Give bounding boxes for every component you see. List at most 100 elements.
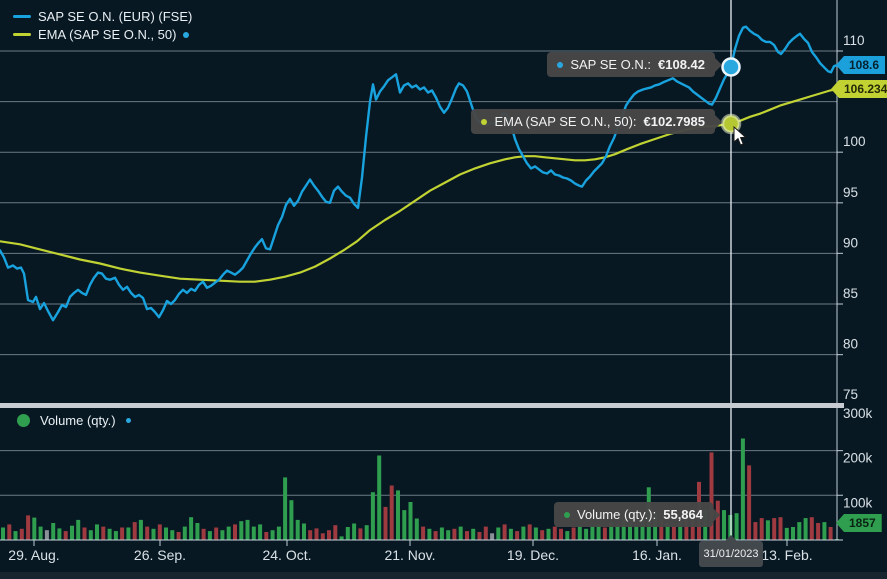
volume-bar [759,518,764,540]
volume-bar [671,526,676,540]
volume-bar [195,523,200,540]
volume-tooltip-dot-icon [564,511,570,518]
volume-bar [753,522,758,540]
volume-bar [239,521,244,540]
volume-bar [809,517,814,540]
volume-bar [44,530,49,540]
volume-bar [678,521,683,540]
legend-ema-label: EMA (SAP SE O.N., 50) [38,27,177,42]
volume-bar [295,519,300,540]
volume-bar [477,532,482,540]
price-line [0,25,839,322]
volume-bar [164,527,168,540]
volume-bar [772,518,777,540]
volume-bar [327,530,331,540]
volume-tooltip-label: Volume (qty.): [577,507,657,522]
x-axis-label: 26. Sep. [134,547,186,563]
volume-bar [57,528,62,540]
volume-bar [628,523,632,540]
volume-bar [483,526,488,540]
volume-axis-label: 100k [843,495,873,510]
volume-bar [283,477,288,540]
volume-bar [26,515,31,540]
volume-bar [189,517,194,540]
last-volume-badge: 1857 [836,514,882,532]
volume-bar [515,531,520,540]
volume-bar [339,536,344,540]
volume-axis-label: 300k [843,406,873,421]
volume-bar [571,527,576,540]
volume-bar [170,530,175,540]
volume-bar [320,533,325,540]
volume-bar [308,530,313,540]
volume-bar [609,522,614,540]
volume-bar [446,530,451,540]
volume-bar [828,527,833,540]
volume-bar [201,528,206,540]
volume-bar [414,518,419,540]
price-marker [721,57,741,77]
volume-bar [70,525,74,540]
volume-bar [276,526,281,540]
volume-bar [358,528,363,540]
volume-bar [95,524,99,540]
volume-bar [82,527,87,540]
volume-bar [226,526,231,540]
legend-item-price[interactable]: SAP SE O.N. (EUR) (FSE) [13,9,192,24]
volume-bar [734,513,739,540]
volume-bar [370,492,375,540]
volume-bar [107,528,112,540]
price-axis-label: 90 [843,235,858,250]
volume-bar [684,515,689,540]
volume-bar [264,532,269,540]
volume-bar [439,527,444,540]
volume-bar [602,527,607,540]
crosshair-date-badge: 31/01/2023 [699,535,763,567]
volume-bar [176,532,181,540]
pane-separator[interactable] [0,403,844,408]
last-price-badge: 108.6 [836,56,886,74]
volume-bar [408,502,413,540]
volume-bar [289,500,294,540]
volume-bar [396,490,400,540]
volume-bar [145,526,150,540]
mouse-cursor-icon [733,126,747,146]
volume-bar [590,526,595,540]
volume-bar [220,530,225,540]
legend-item-volume[interactable]: Volume (qty.) [17,413,131,428]
volume-bar [665,523,670,540]
ema-series-swatch-icon [13,33,31,36]
volume-bar [32,517,37,540]
volume-bar [458,526,463,540]
volume-bar [784,527,789,540]
volume-bar [496,527,501,540]
volume-bar [19,528,24,540]
legend-price-label: SAP SE O.N. (EUR) (FSE) [38,9,193,24]
ema-tooltip-dot-icon [481,118,488,125]
legend-item-ema[interactable]: EMA (SAP SE O.N., 50) [13,27,190,42]
volume-bar [465,531,469,540]
volume-bar [546,528,551,540]
x-axis-label: 29. Aug. [8,547,59,563]
volume-bar [63,531,68,540]
volume-series-swatch-icon [17,414,30,427]
volume-bar [132,522,137,540]
volume-bar [816,523,821,540]
volume-tooltip-value: 55,864 [663,507,703,522]
volume-bar [471,528,476,540]
volume-bar [38,526,43,540]
volume-bar [126,527,131,540]
x-axis-label: 16. Jan. [632,547,682,563]
volume-bar [182,526,187,540]
volume-bar [552,526,557,540]
price-tooltip-value: €108.42 [658,57,705,72]
volume-bar [452,528,457,540]
x-axis-label: 21. Nov. [384,547,435,563]
ema-tooltip: EMA (SAP SE O.N., 50): €102.7985 [471,109,722,134]
volume-bar [778,517,783,540]
volume-bar [490,533,495,540]
volume-bar [333,525,338,540]
price-tooltip: SAP SE O.N.: €108.42 [547,52,722,77]
